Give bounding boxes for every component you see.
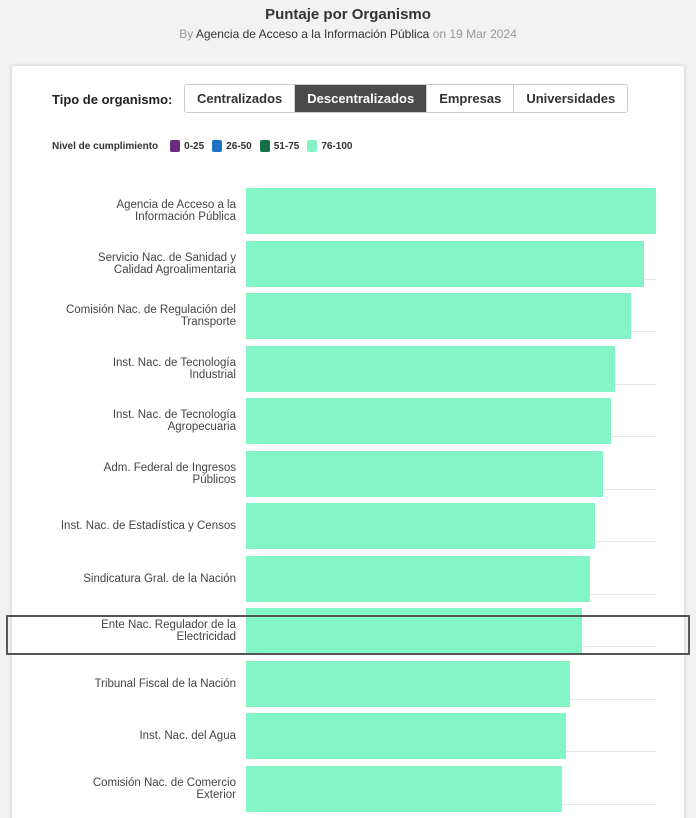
legend-label: 51-75 bbox=[273, 140, 300, 152]
legend-title: Nivel de cumplimiento bbox=[52, 140, 159, 152]
category-label: Inst. Nac. de Tecnología Industrial bbox=[26, 346, 236, 392]
legend-label: 26-50 bbox=[226, 140, 252, 152]
source-link[interactable]: Agencia de Acceso a la Información Públi… bbox=[195, 27, 430, 41]
category-label-line: Información Pública bbox=[135, 211, 236, 223]
legend-item-76-100[interactable]: 76-100 bbox=[307, 140, 352, 152]
bar[interactable] bbox=[246, 293, 632, 339]
category-label: Servicio Nac. de Sanidad y Calidad Agroal… bbox=[26, 241, 236, 287]
category-label-line: Inst. Nac. de Tecnología bbox=[112, 356, 236, 369]
bar[interactable] bbox=[246, 450, 603, 497]
category-label-line: Ente Nac. Regulador de la bbox=[101, 619, 236, 631]
chart-card: Tipo de organismo: Centralizados Descent… bbox=[12, 66, 684, 818]
bar[interactable] bbox=[246, 765, 562, 812]
legend-swatch bbox=[259, 140, 270, 152]
category-label: Sindicatura Gral. de la Nación bbox=[26, 556, 236, 602]
legend-swatch bbox=[212, 140, 223, 152]
category-label-line: Industrial bbox=[189, 368, 236, 381]
legend-label: 76-100 bbox=[321, 140, 353, 152]
category-label: Agencia de Acceso a la Información Públic… bbox=[26, 188, 236, 234]
legend-swatch bbox=[307, 140, 318, 152]
bar[interactable] bbox=[246, 188, 656, 234]
category-label-line: Adm. Federal de Ingresos bbox=[103, 461, 236, 474]
tab-empresas[interactable]: Empresas bbox=[427, 85, 515, 112]
category-label-line: Agropecuaria bbox=[167, 421, 236, 433]
category-label-line: Comisión Nac. de Comercio bbox=[92, 776, 236, 789]
tab-centralizados[interactable]: Centralizados bbox=[185, 85, 296, 112]
bar[interactable] bbox=[246, 660, 570, 707]
bar[interactable] bbox=[246, 398, 611, 444]
category-label-line: Electricidad bbox=[176, 631, 236, 643]
page-title: Puntaje por Organismo bbox=[265, 6, 431, 23]
category-label: Comisión Nac. de Regulación del Transport… bbox=[26, 293, 236, 339]
legend-item-0-25[interactable]: 0-25 bbox=[170, 140, 204, 152]
category-label: Comisión Nac. de Comercio Exterior bbox=[26, 766, 236, 812]
category-label-line: Inst. Nac. del Agua bbox=[139, 730, 236, 742]
organism-type-tabs: Centralizados Descentralizados Empresas … bbox=[184, 84, 629, 113]
bar[interactable] bbox=[246, 503, 595, 549]
category-label: Inst. Nac. del Agua bbox=[26, 713, 236, 759]
category-label: Inst. Nac. de Estadística y Censos bbox=[26, 503, 236, 549]
bar-chart: Agencia de Acceso a la Información Públic… bbox=[12, 66, 684, 818]
date-prefix: on bbox=[432, 27, 447, 41]
category-label-line: Sindicatura Gral. de la Nación bbox=[83, 572, 236, 585]
bar[interactable] bbox=[246, 713, 566, 759]
bar[interactable] bbox=[246, 608, 583, 654]
category-label-line: Agencia de Acceso a la bbox=[116, 199, 236, 211]
publish-date: 19 Mar 2024 bbox=[449, 27, 517, 41]
category-label-line: Comisión Nac. de Regulación del bbox=[65, 304, 236, 316]
category-label: Ente Nac. Regulador de la Electricidad bbox=[26, 608, 236, 654]
legend-swatch bbox=[170, 140, 181, 152]
tab-universidades[interactable]: Universidades bbox=[514, 85, 628, 112]
category-label: Adm. Federal de Ingresos Públicos bbox=[26, 451, 236, 497]
category-label-line: Servicio Nac. de Sanidad y bbox=[97, 251, 236, 264]
bar[interactable] bbox=[246, 345, 615, 392]
tab-descentralizados[interactable]: Descentralizados bbox=[295, 85, 428, 112]
category-label-line: Exterior bbox=[196, 788, 236, 801]
legend: Nivel de cumplimiento 0-25 26-50 51-75 7… bbox=[52, 140, 360, 152]
category-label-line: Calidad Agroalimentaria bbox=[113, 263, 236, 276]
legend-label: 0-25 bbox=[184, 140, 205, 152]
bar[interactable] bbox=[246, 240, 644, 287]
legend-item-51-75[interactable]: 51-75 bbox=[259, 140, 300, 152]
category-label-line: Inst. Nac. de Estadística y Censos bbox=[60, 520, 236, 532]
category-label: Tribunal Fiscal de la Nación bbox=[26, 661, 236, 707]
bar[interactable] bbox=[246, 555, 591, 602]
byline: By Agencia de Acceso a la Información Pú… bbox=[0, 27, 696, 41]
category-label: Inst. Nac. de Tecnología Agropecuaria bbox=[26, 398, 236, 444]
category-label-line: Públicos bbox=[192, 473, 236, 486]
legend-item-26-50[interactable]: 26-50 bbox=[212, 140, 252, 152]
category-label-line: Inst. Nac. de Tecnología bbox=[112, 409, 236, 421]
category-label-line: Transporte bbox=[180, 316, 236, 328]
filter-label: Tipo de organismo: bbox=[52, 92, 173, 107]
category-label-line: Tribunal Fiscal de la Nación bbox=[94, 677, 236, 690]
byline-prefix: By bbox=[179, 27, 194, 41]
